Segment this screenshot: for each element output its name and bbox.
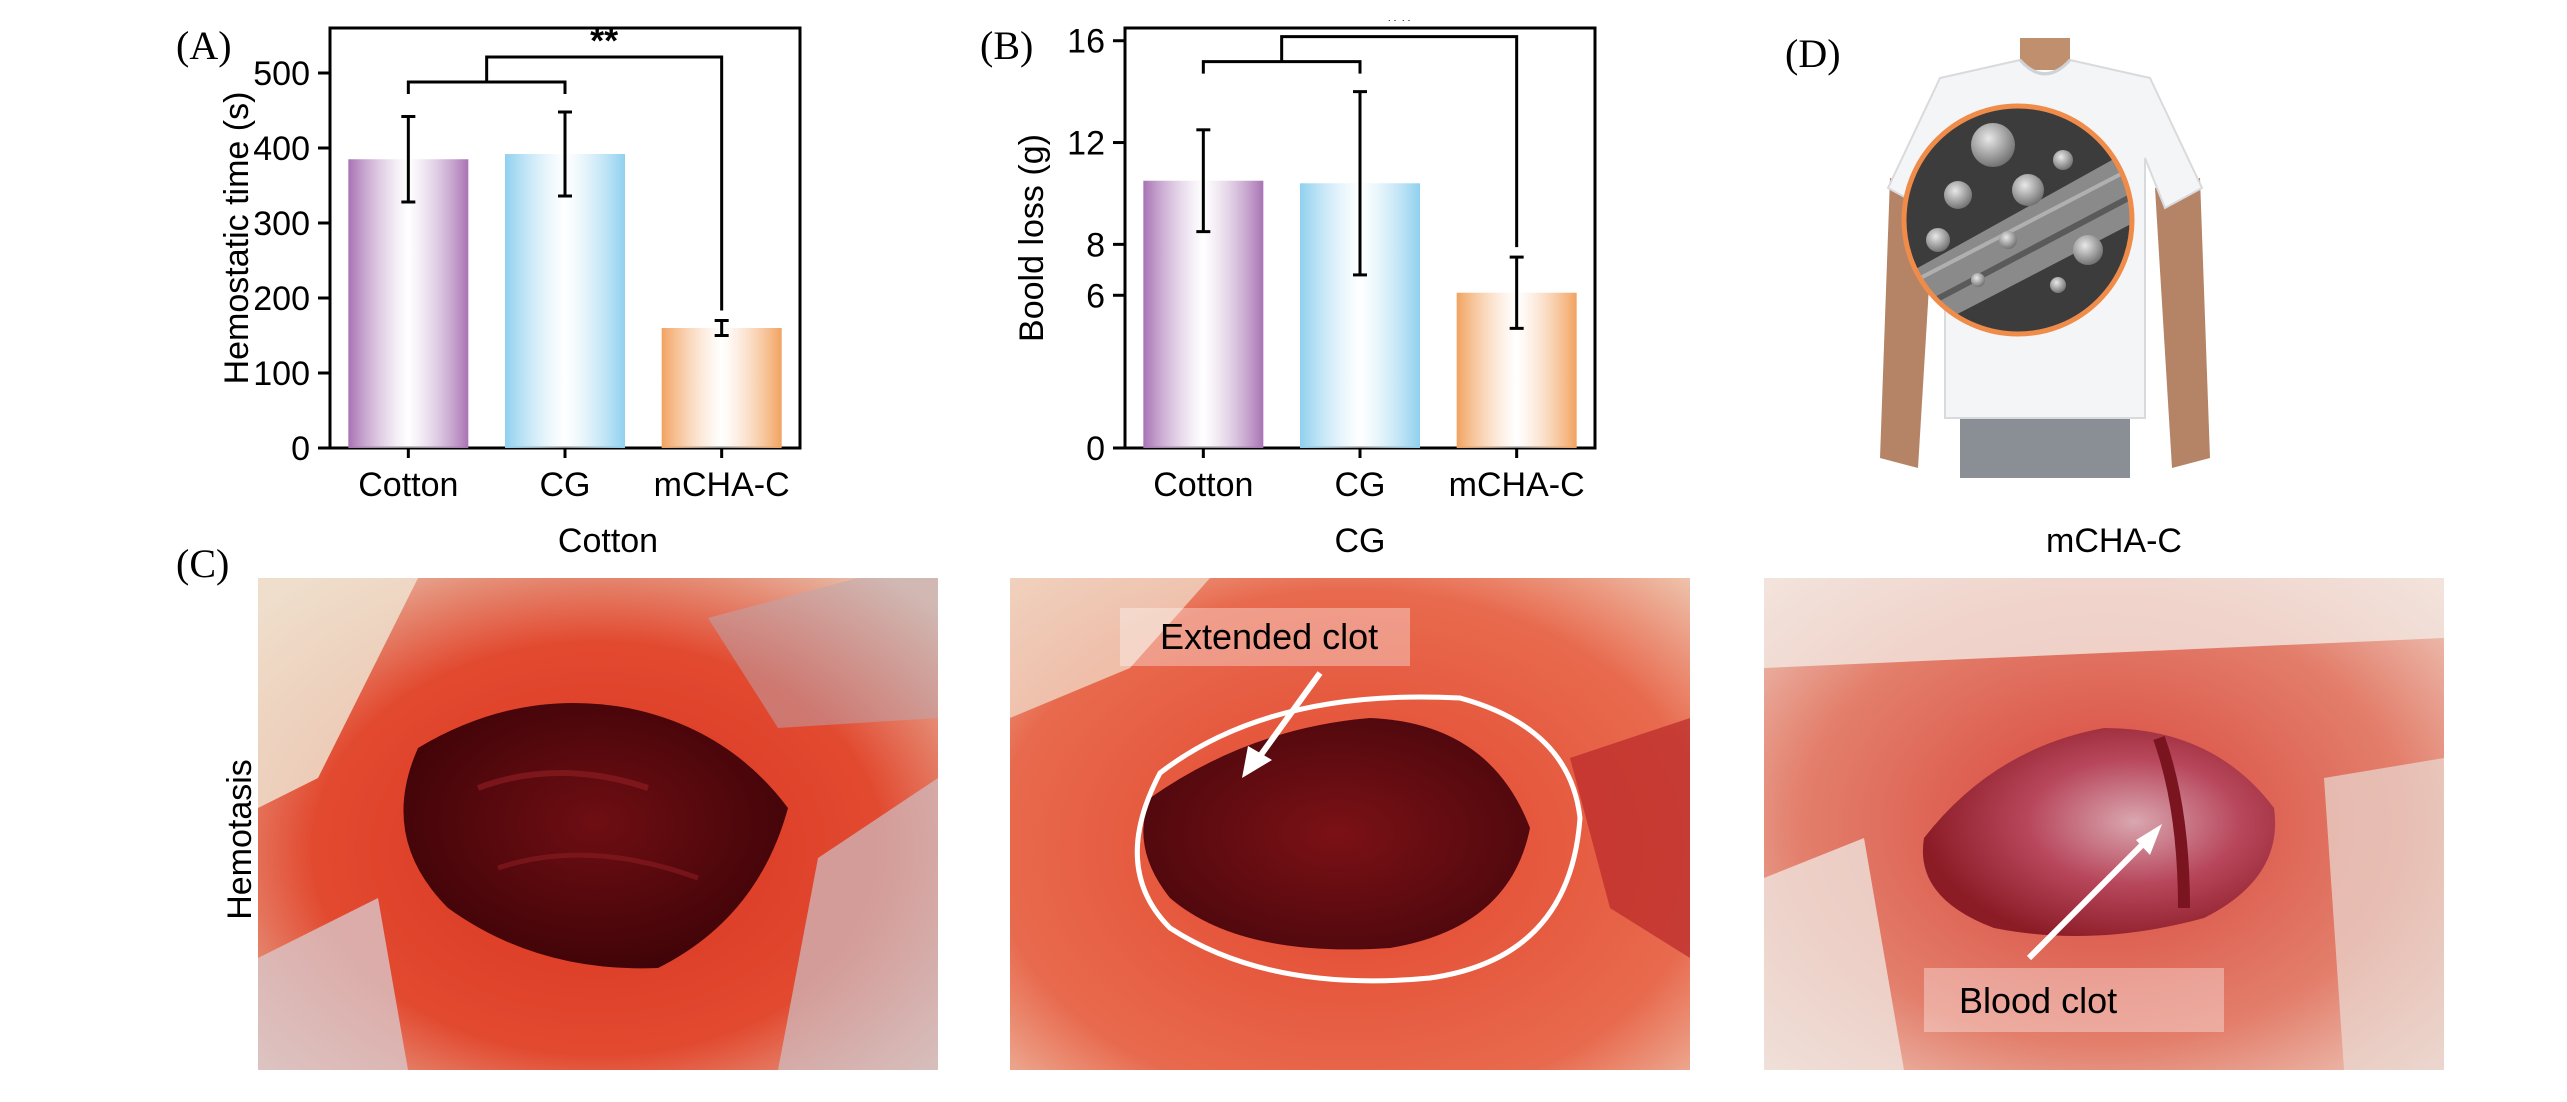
photo-title-cg: CG [1334,522,1386,560]
bar-mcha-c [661,328,782,448]
y-tick-label: 8 [1086,226,1105,264]
y-tick-label: 500 [253,55,310,93]
panel-label-d: (D) [1785,31,1841,76]
significance-label: ** [1385,20,1413,41]
significance-label: ** [590,20,618,61]
bar-cg [505,154,625,448]
x-tick-label: Cotton [358,466,458,504]
panel-label-c: (C) [176,541,230,586]
y-tick-label: 300 [253,205,310,243]
x-tick-label: CG [1335,466,1386,504]
clot-outline [1134,694,1583,984]
panel-label-b: (B) [980,23,1034,68]
row-label-hemostasis: Hemotasis [220,759,259,920]
y-tick-label: 400 [253,130,310,168]
x-tick-label: mCHA-C [1449,466,1585,504]
annotation-extended-clot: Extended clot [1160,616,1379,657]
photo-title-cotton: Cotton [557,522,659,560]
y-tick-label: 100 [253,355,310,393]
x-tick-label: CG [540,466,591,504]
significance-bracket-right [1280,35,1519,248]
significance-bracket-right [485,55,724,311]
blood-loss-chart: 0 6 8 12 16 Boold loss (g) Cotton CG mCHA-C ** [1013,20,1597,504]
significance-bracket-left [406,80,567,94]
significance-bracket-left [1201,60,1362,74]
y-tick-label: 12 [1067,125,1105,163]
tshirt-photo [1880,38,2210,478]
bar-cotton [348,159,469,448]
y-tick-label: 0 [291,430,310,468]
y-tick-label: 200 [253,280,310,318]
y-axis-label: Hemostatic time (s) [218,92,256,385]
y-tick-label: 0 [1086,430,1105,468]
annotation-blood-clot: Blood clot [1959,980,2118,1021]
wound-photo-cotton [258,578,938,1070]
y-tick-label: 16 [1067,23,1105,61]
sem-inset-circle [1901,103,2135,337]
x-tick-label: Cotton [1153,466,1253,504]
x-tick-label: mCHA-C [654,466,790,504]
y-tick-label: 6 [1086,277,1105,315]
wound-photo-mcha: Blood clot [1764,578,2444,1070]
photo-title-mcha: mCHA-C [2046,522,2182,560]
y-axis-label: Boold loss (g) [1013,134,1051,342]
panel-label-a: (A) [176,23,232,68]
wound-photo-cg: Extended clot [1010,578,1690,1070]
